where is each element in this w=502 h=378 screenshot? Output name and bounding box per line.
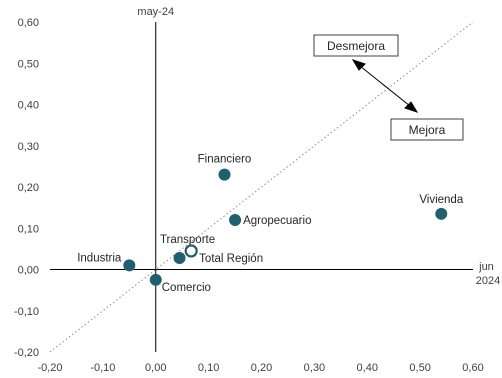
arrow-shaft (359, 65, 411, 107)
mejora-annotation: Mejora (390, 118, 464, 141)
point-label-agropecuario: Agropecuario (243, 215, 311, 227)
y-axis-title: may-24 (137, 6, 174, 18)
x-tick-label: -0,20 (37, 362, 62, 374)
x-tick-label: 0,60 (462, 362, 483, 374)
desmejora-annotation: Desmejora (313, 34, 399, 57)
x-tick-label: 0,10 (198, 362, 219, 374)
y-tick-label: 0,00 (18, 265, 39, 277)
x-axis-title-line-2: 2024 (476, 275, 500, 287)
x-tick-label: -0,10 (90, 362, 115, 374)
y-tick-label: 0,30 (18, 141, 39, 153)
arrow-head-down-icon (404, 101, 419, 113)
point-agropecuario (229, 214, 242, 226)
point-label-comercio: Comercio (162, 282, 211, 294)
mejora-label: Mejora (409, 123, 446, 137)
x-axis-title: jun 2024 (476, 261, 500, 287)
point-vivienda (435, 207, 448, 220)
direction-arrow (351, 59, 419, 113)
mejora-box (390, 118, 464, 141)
desmejora-label: Desmejora (327, 39, 385, 53)
x-tick-labels: -0,20 -0,10 0,00 0,10 0,20 0,30 0,40 0,50 0,60 (37, 362, 483, 374)
diagonal-reference-line (49, 21, 474, 353)
arrow-head-up-icon (351, 59, 366, 71)
y-tick-labels: -0,20 -0,10 0,00 0,10 0,20 0,30 0,40 0,50 0,60 (14, 17, 39, 359)
data-points (123, 168, 448, 286)
point-comercio (149, 273, 162, 286)
point-label-industria: Industria (77, 252, 122, 264)
point-label-financiero: Financiero (198, 154, 252, 166)
point-label-vivienda: Vivienda (419, 194, 464, 206)
x-tick-label: 0,20 (251, 362, 272, 374)
point-financiero (218, 168, 231, 181)
y-tick-label: 0,60 (18, 17, 39, 29)
y-tick-label: 0,20 (18, 182, 39, 194)
y-tick-label: 0,40 (18, 100, 39, 112)
x-tick-label: 0,00 (145, 362, 166, 374)
x-tick-label: 0,40 (357, 362, 378, 374)
x-axis-title-line-1: jun (478, 261, 494, 273)
x-tick-label: 0,30 (304, 362, 325, 374)
y-tick-label: -0,20 (14, 347, 39, 359)
point-label-transporte: Transporte (160, 234, 215, 246)
point-transporte (173, 251, 186, 264)
data-point-labels: Financiero Agropecuario Vivienda Transporte… (77, 154, 464, 294)
x-tick-label: 0,50 (409, 362, 430, 374)
point-label-total-region: Total Región (199, 253, 263, 265)
point-total-region (184, 244, 198, 258)
desmejora-box (313, 34, 399, 57)
y-tick-label: 0,10 (18, 223, 39, 235)
y-tick-label: -0,10 (14, 306, 39, 318)
y-tick-label: 0,50 (18, 58, 39, 70)
point-industria (123, 259, 136, 272)
